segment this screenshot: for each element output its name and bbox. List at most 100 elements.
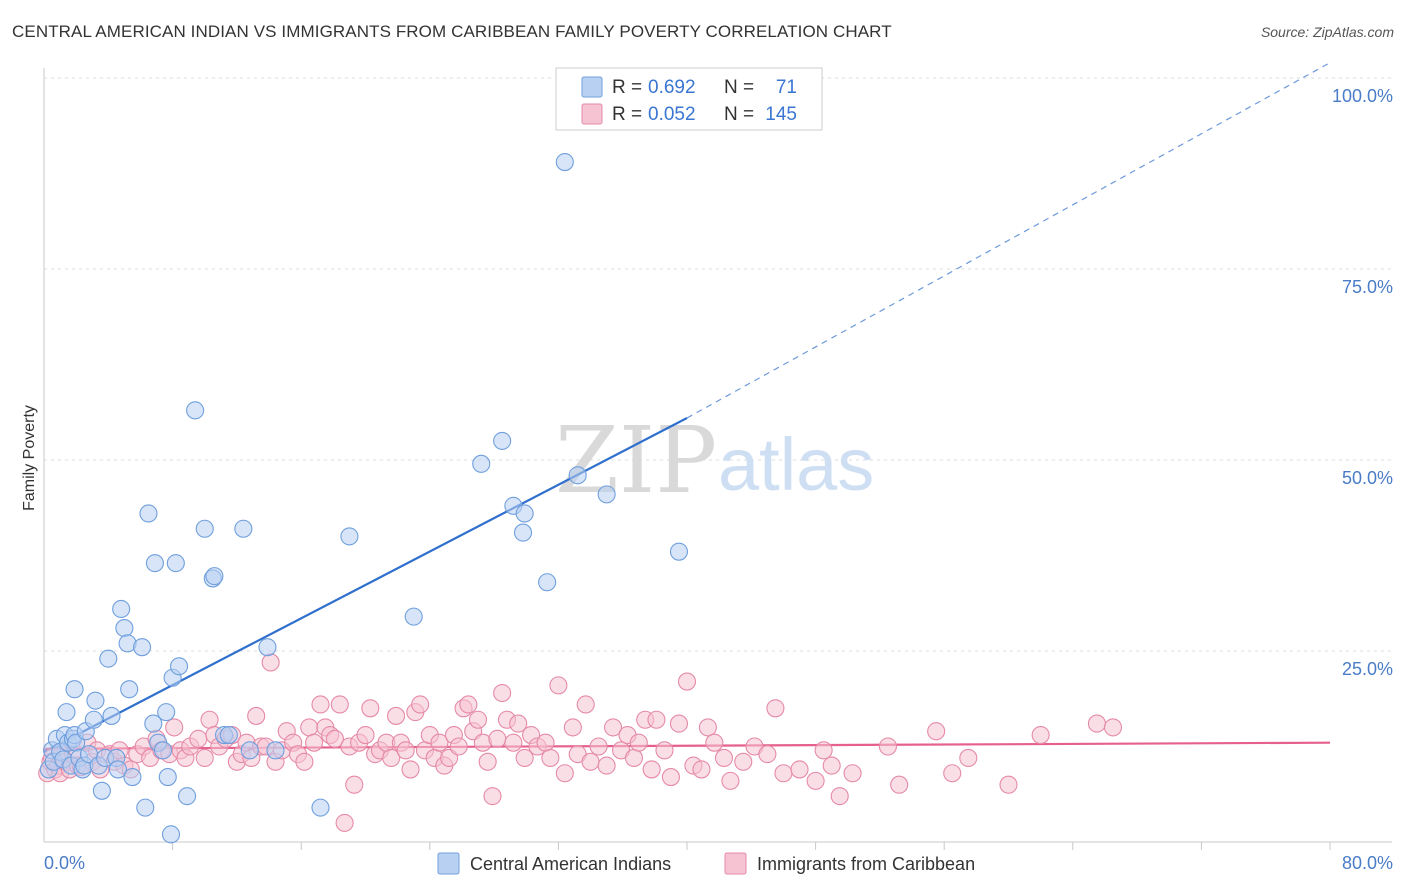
y-axis-label: Family Poverty	[21, 405, 38, 511]
point-central-american-48	[195, 519, 214, 538]
point-central-american-55	[258, 638, 277, 657]
point-caribbean-106	[589, 737, 608, 756]
bottom-legend-swatch-blue	[437, 852, 460, 875]
point-central-american-57	[311, 798, 330, 817]
point-caribbean-107	[597, 756, 616, 775]
point-caribbean-59	[335, 813, 354, 832]
point-caribbean-100	[549, 676, 568, 695]
point-caribbean-91	[493, 683, 512, 703]
point-central-american-61	[493, 431, 512, 450]
y-tick-labels: 25.0% 50.0% 75.0% 100.0%	[1332, 86, 1393, 679]
point-caribbean-139	[927, 722, 946, 741]
point-caribbean-116	[655, 741, 674, 760]
legend-n-value-2: 145	[765, 104, 797, 125]
point-caribbean-82	[449, 737, 468, 756]
axis-layer	[43, 68, 1392, 850]
point-caribbean-58	[330, 695, 349, 714]
point-caribbean-68	[382, 748, 401, 768]
point-caribbean-128	[758, 745, 777, 764]
point-caribbean-134	[822, 756, 841, 775]
point-caribbean-141	[959, 748, 978, 768]
point-caribbean-95	[515, 748, 534, 768]
point-central-american-20	[84, 710, 103, 729]
point-central-american-29	[115, 619, 134, 638]
point-caribbean-54	[311, 695, 330, 714]
point-central-american-67	[568, 466, 587, 485]
point-caribbean-32	[195, 748, 214, 768]
point-caribbean-108	[604, 718, 623, 737]
trend-line-extension-central-american-indians	[686, 62, 1331, 419]
point-caribbean-99	[541, 748, 560, 768]
point-caribbean-125	[721, 771, 740, 790]
watermark-atlas: atlas	[718, 423, 874, 506]
legend-swatch-pink	[581, 103, 603, 125]
point-caribbean-45	[261, 653, 280, 672]
point-caribbean-132	[806, 771, 825, 790]
x-tick-label-max: 80.0%	[1342, 853, 1393, 873]
chart-title: CENTRAL AMERICAN INDIAN VS IMMIGRANTS FR…	[12, 22, 892, 41]
point-caribbean-124	[714, 748, 734, 768]
point-central-american-42	[161, 825, 181, 844]
point-caribbean-51	[295, 752, 314, 771]
point-central-american-25	[102, 706, 121, 725]
point-caribbean-122	[698, 718, 717, 737]
point-caribbean-137	[878, 737, 897, 756]
point-central-american-33	[133, 638, 152, 657]
point-central-american-39	[153, 741, 173, 760]
source-label: Source: ZipAtlas.com	[1260, 24, 1394, 40]
point-caribbean-31	[189, 729, 208, 748]
point-caribbean-111	[624, 748, 644, 768]
grid-layer	[44, 77, 1392, 652]
point-caribbean-101	[555, 764, 574, 783]
point-caribbean-123	[705, 733, 724, 752]
point-caribbean-114	[642, 760, 661, 779]
point-caribbean-143	[1031, 725, 1050, 745]
point-caribbean-86	[468, 710, 488, 729]
bottom-legend-label-pink: Immigrants from Caribbean	[757, 854, 975, 874]
legend-r-label-2: R =	[612, 104, 642, 125]
point-central-american-45	[169, 657, 189, 676]
point-central-american-19	[86, 691, 105, 710]
series-legend: Central American Indians Immigrants from…	[437, 852, 975, 875]
point-caribbean-136	[843, 764, 862, 783]
point-caribbean-93	[504, 733, 523, 752]
point-central-american-22	[92, 781, 111, 800]
point-central-american-41	[158, 768, 177, 787]
point-caribbean-90	[488, 729, 507, 748]
point-central-american-58	[340, 527, 359, 546]
point-central-american-37	[145, 554, 164, 573]
point-central-american-36	[144, 714, 163, 733]
point-central-american-56	[266, 741, 285, 760]
point-caribbean-105	[581, 752, 600, 771]
correlation-legend: R = 0.692 N = 71 R = 0.052 N = 145	[555, 67, 823, 131]
point-caribbean-119	[677, 672, 697, 691]
bottom-legend-swatch-pink	[724, 852, 747, 875]
x-tick-label-min: 0.0%	[44, 853, 85, 873]
point-caribbean-57	[325, 729, 345, 748]
point-caribbean-142	[999, 775, 1018, 794]
point-caribbean-74	[411, 695, 430, 714]
watermark-zip: ZIP	[555, 407, 717, 514]
point-central-american-31	[120, 680, 139, 699]
point-caribbean-144	[1087, 714, 1106, 733]
point-caribbean-69	[386, 706, 406, 725]
point-caribbean-102	[563, 718, 582, 737]
point-central-american-24	[99, 649, 118, 668]
point-caribbean-115	[647, 710, 666, 729]
point-caribbean-104	[576, 695, 595, 714]
pink-points-layer	[38, 653, 1123, 832]
point-caribbean-71	[396, 741, 415, 760]
point-central-american-69	[669, 542, 689, 561]
point-caribbean-64	[361, 699, 380, 718]
point-central-american-35	[139, 504, 158, 523]
point-central-american-44	[166, 554, 185, 573]
bottom-legend-label-blue: Central American Indians	[470, 854, 671, 874]
point-central-american-52	[219, 725, 238, 745]
point-caribbean-118	[669, 714, 689, 733]
point-central-american-68	[597, 485, 616, 504]
point-central-american-47	[186, 401, 205, 420]
point-central-american-59	[404, 607, 423, 626]
point-caribbean-88	[478, 752, 497, 771]
y-tick-label-75: 75.0%	[1342, 277, 1393, 297]
